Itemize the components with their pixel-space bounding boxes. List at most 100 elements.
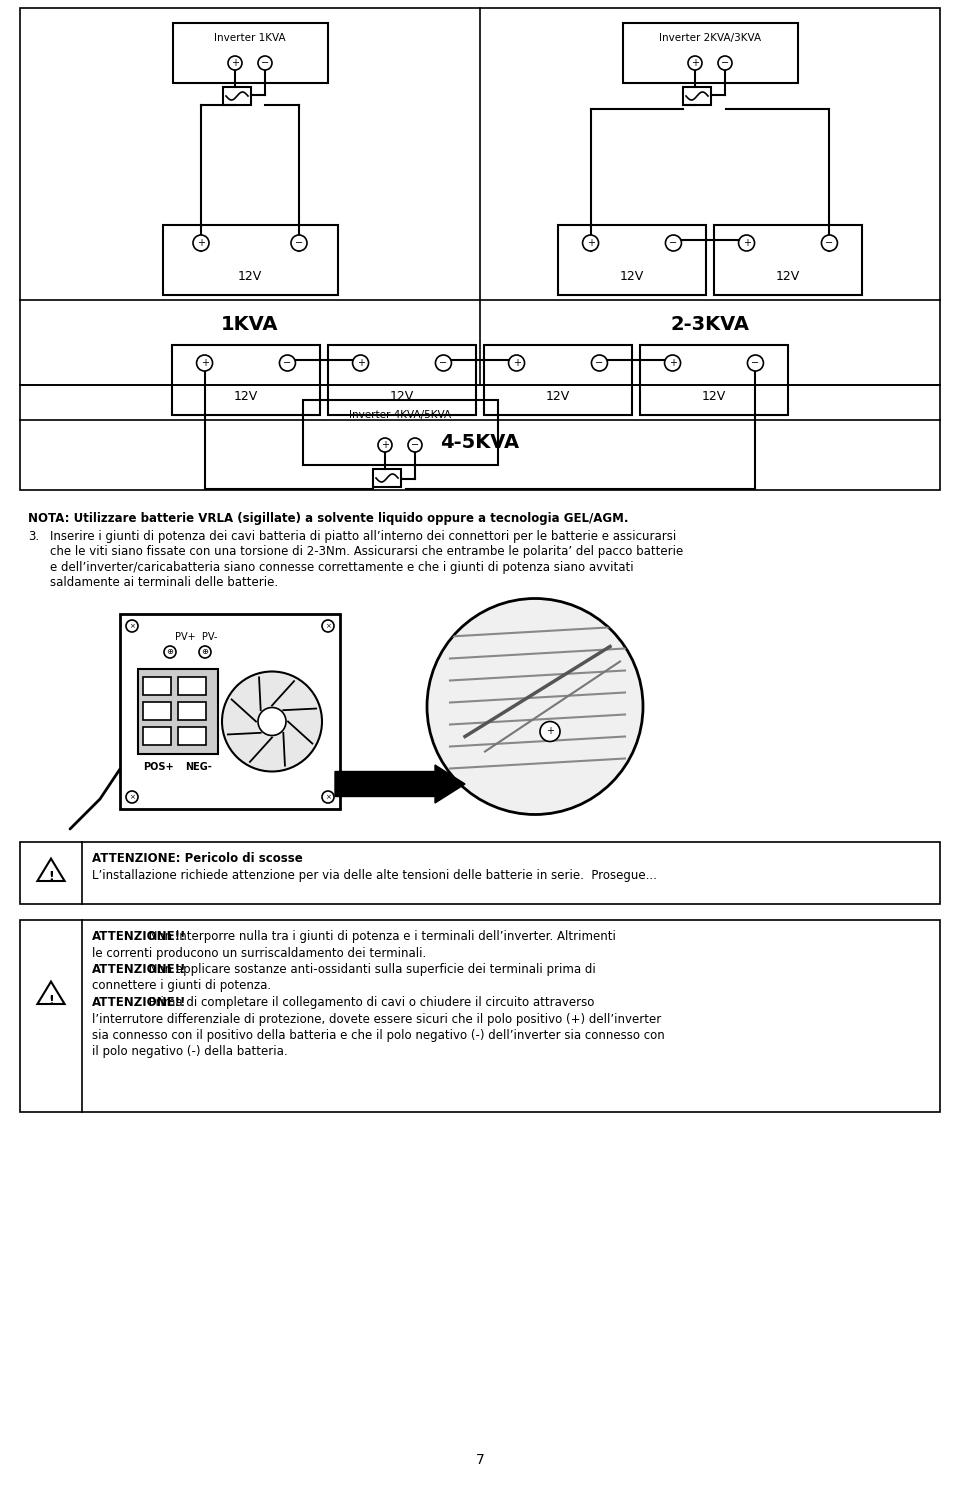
Text: 4-5KVA: 4-5KVA [441, 432, 519, 452]
Text: ×: × [325, 795, 331, 801]
Text: +: + [201, 358, 208, 368]
Text: +: + [546, 726, 554, 737]
Bar [622, 22, 798, 83]
Circle shape [509, 355, 524, 371]
Circle shape [279, 355, 296, 371]
Text: ATTENZIONE!!: ATTENZIONE!! [92, 996, 186, 1009]
Text: che le viti siano fissate con una torsione di 2-3Nm. Assicurarsi che entrambe le: che le viti siano fissate con una torsio… [50, 546, 684, 559]
Circle shape [408, 438, 422, 452]
Text: Inverter 4KVA/5KVA: Inverter 4KVA/5KVA [348, 410, 451, 420]
Bar [683, 86, 711, 104]
Bar [20, 7, 940, 385]
Circle shape [322, 792, 334, 804]
Circle shape [197, 355, 212, 371]
Circle shape [126, 792, 138, 804]
Bar [143, 677, 171, 695]
Text: 12V: 12V [776, 270, 800, 283]
Text: −: − [721, 58, 729, 69]
Text: 2-3KVA: 2-3KVA [670, 316, 750, 334]
Text: ATTENZIONE!!: ATTENZIONE!! [92, 963, 186, 977]
Circle shape [738, 236, 755, 250]
Text: Non applicare sostanze anti-ossidanti sulla superficie dei terminali prima di: Non applicare sostanze anti-ossidanti su… [145, 963, 596, 977]
Circle shape [228, 57, 242, 70]
Text: −: − [669, 239, 678, 248]
Text: sia connesso con il positivo della batteria e che il polo negativo (-) dell’inve: sia connesso con il positivo della batte… [92, 1029, 664, 1042]
Text: il polo negativo (-) della batteria.: il polo negativo (-) della batteria. [92, 1045, 288, 1059]
Text: 12V: 12V [620, 270, 644, 283]
Text: −: − [752, 358, 759, 368]
Circle shape [664, 355, 681, 371]
Text: −: − [261, 58, 269, 69]
Bar [138, 669, 218, 754]
Circle shape [540, 722, 560, 741]
Text: 1KVA: 1KVA [221, 316, 278, 334]
Text: NOTA: Utilizzare batterie VRLA (sigillate) a solvente liquido oppure a tecnologi: NOTA: Utilizzare batterie VRLA (sigillat… [28, 511, 629, 525]
Text: −: − [283, 358, 292, 368]
Bar [178, 702, 206, 720]
Text: ×: × [129, 623, 135, 629]
Text: +: + [356, 358, 365, 368]
Text: 7: 7 [475, 1454, 485, 1467]
Text: +: + [587, 239, 594, 248]
Circle shape [258, 57, 272, 70]
Circle shape [352, 355, 369, 371]
Text: 3.: 3. [28, 529, 39, 543]
Text: +: + [691, 58, 699, 69]
Text: −: − [826, 239, 833, 248]
Bar [328, 344, 476, 414]
Bar [640, 344, 788, 414]
Circle shape [436, 355, 451, 371]
Bar [20, 385, 940, 491]
Text: +: + [743, 239, 751, 248]
Text: +: + [381, 440, 389, 450]
Text: Inverter 2KVA/3KVA: Inverter 2KVA/3KVA [659, 33, 761, 43]
Circle shape [193, 236, 209, 250]
Text: ATTENZIONE: Pericolo di scosse: ATTENZIONE: Pericolo di scosse [92, 851, 302, 865]
Circle shape [199, 646, 211, 658]
Text: !: ! [48, 871, 54, 884]
Text: l’interrutore differenziale di protezione, dovete essere sicuri che il polo posi: l’interrutore differenziale di protezion… [92, 1012, 661, 1026]
Text: ⊕: ⊕ [166, 647, 174, 656]
Text: PV+  PV-: PV+ PV- [175, 632, 217, 643]
FancyArrow shape [335, 765, 465, 804]
Text: 12V: 12V [234, 391, 258, 404]
Text: !: ! [48, 993, 54, 1006]
Circle shape [583, 236, 599, 250]
Text: −: − [440, 358, 447, 368]
Bar [143, 702, 171, 720]
Bar [223, 86, 251, 104]
Bar [172, 344, 320, 414]
Text: −: − [595, 358, 604, 368]
Circle shape [718, 57, 732, 70]
Text: −: − [411, 440, 420, 450]
Text: +: + [513, 358, 520, 368]
Text: ×: × [325, 623, 331, 629]
Circle shape [322, 620, 334, 632]
Circle shape [258, 708, 286, 735]
Text: ×: × [129, 795, 135, 801]
Text: 12V: 12V [546, 391, 570, 404]
Circle shape [222, 671, 322, 771]
Circle shape [427, 598, 643, 814]
Circle shape [126, 620, 138, 632]
Text: ⊕: ⊕ [202, 647, 208, 656]
Bar [20, 920, 940, 1112]
Circle shape [748, 355, 763, 371]
Bar [558, 225, 706, 295]
Circle shape [291, 236, 307, 250]
Text: NEG-: NEG- [184, 762, 211, 772]
Bar [178, 677, 206, 695]
Text: Prima di completare il collegamento di cavi o chiudere il circuito attraverso: Prima di completare il collegamento di c… [145, 996, 594, 1009]
Text: POS+: POS+ [143, 762, 174, 772]
Bar [120, 614, 340, 810]
Bar [714, 225, 862, 295]
Text: L’installazione richiede attenzione per via delle alte tensioni delle batterie i: L’installazione richiede attenzione per … [92, 869, 657, 883]
Circle shape [164, 646, 176, 658]
Circle shape [591, 355, 608, 371]
Circle shape [688, 57, 702, 70]
Text: Inserire i giunti di potenza dei cavi batteria di piatto all’interno dei connett: Inserire i giunti di potenza dei cavi ba… [50, 529, 676, 543]
Text: 12V: 12V [390, 391, 414, 404]
Text: +: + [231, 58, 239, 69]
Bar [484, 344, 632, 414]
Bar [173, 22, 327, 83]
